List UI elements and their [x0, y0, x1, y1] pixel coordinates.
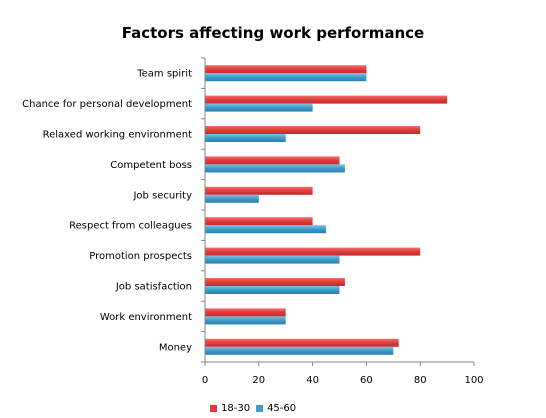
bar-18-30-9	[205, 338, 399, 347]
category-label: Job security	[132, 190, 192, 201]
bar-45-60-7	[205, 286, 340, 294]
category-label: Respect from colleagues	[69, 221, 192, 232]
legend-label: 45-60	[267, 402, 297, 414]
bar-18-30-3	[205, 156, 340, 165]
legend: 18-30 45-60	[210, 401, 302, 415]
legend-swatch	[256, 404, 264, 412]
category-label: Money	[159, 342, 192, 353]
x-tick-label: 0	[202, 375, 208, 386]
category-label: Relaxed working environment	[43, 130, 192, 141]
label-layer: Team spirit Chance for personal developme…	[22, 69, 483, 386]
bar-45-60-8	[205, 316, 286, 325]
x-tick-label: 80	[414, 375, 427, 386]
legend-item-18-30: 18-30	[210, 403, 250, 414]
x-tick-label: 100	[464, 375, 483, 386]
chart-title: Factors affecting work performance	[121, 24, 425, 42]
bar-18-30-0	[205, 65, 367, 74]
category-label: Job satisfaction	[115, 282, 192, 293]
bar-45-60-6	[205, 255, 340, 264]
x-tick-label: 60	[360, 375, 373, 386]
legend-swatch	[210, 404, 217, 412]
bar-45-60-9	[205, 346, 394, 355]
x-tick-label: 40	[306, 375, 319, 386]
bar-45-60-1	[205, 103, 313, 112]
category-label: Team spirit	[136, 69, 192, 80]
bar-45-60-0	[205, 73, 367, 82]
bar-18-30-4	[205, 186, 313, 195]
category-label: Competent boss	[110, 160, 192, 171]
bars-layer	[205, 65, 448, 355]
bar-18-30-2	[205, 126, 421, 134]
bar-18-30-1	[205, 95, 448, 104]
bar-45-60-3	[205, 164, 345, 173]
bar-18-30-7	[205, 278, 345, 286]
category-label: Promotion prospects	[89, 251, 192, 262]
bar-18-30-5	[205, 217, 313, 226]
bar-45-60-4	[205, 194, 259, 203]
legend-label: 18-30	[221, 402, 251, 414]
bar-45-60-2	[205, 134, 286, 142]
bar-18-30-8	[205, 308, 286, 317]
bar-18-30-6	[205, 247, 421, 256]
legend-item-45-60: 45-60	[256, 403, 296, 414]
bar-45-60-5	[205, 225, 327, 234]
x-tick-label: 20	[252, 375, 265, 386]
axis-layer	[201, 57, 475, 366]
category-label: Work environment	[100, 312, 192, 323]
category-label: Chance for personal development	[22, 99, 192, 110]
